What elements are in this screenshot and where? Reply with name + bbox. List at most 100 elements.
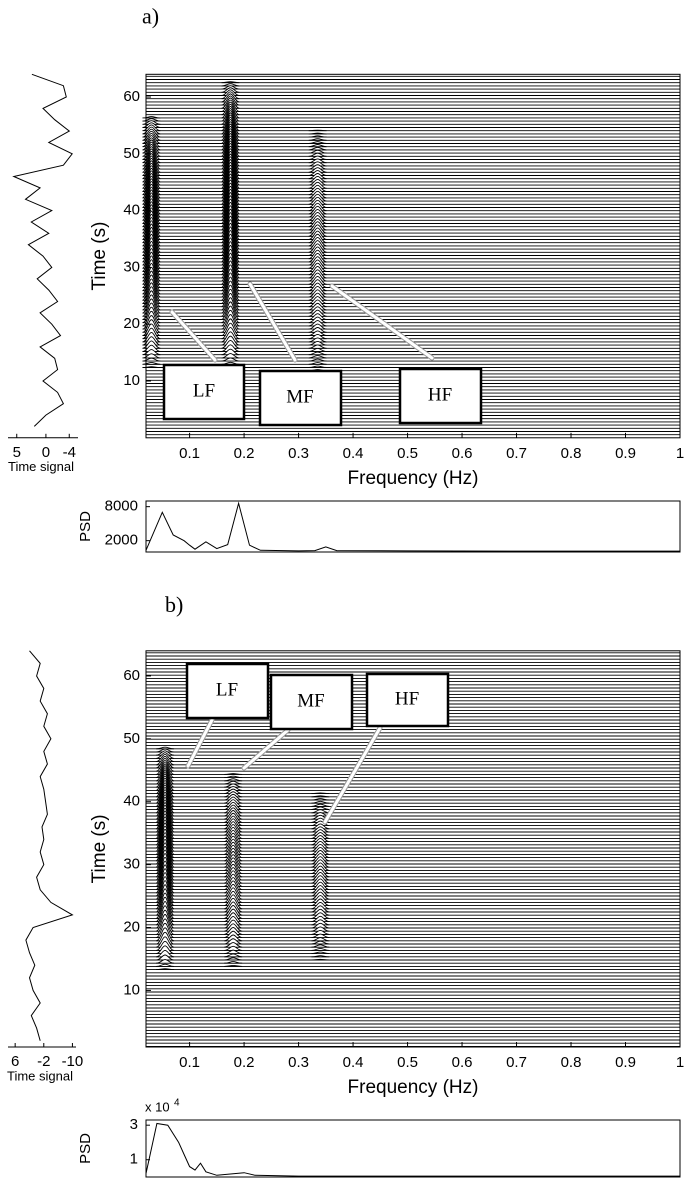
y-tick-label: 40 (123, 793, 140, 810)
spectral-peak (224, 953, 243, 958)
x-tick-label: 0.1 (179, 1054, 200, 1071)
spectral-peak (156, 746, 175, 750)
y-tick-label: 3 (130, 1116, 138, 1133)
spectral-peak (311, 947, 330, 951)
spectral-peak (224, 942, 243, 948)
axis-multiplier: x 10 (145, 1099, 170, 1114)
spectral-peak (308, 155, 327, 160)
y-tick-label: 20 (123, 918, 140, 935)
x-tick-label: 5 (13, 444, 21, 461)
spectral-peak (224, 964, 243, 967)
y-tick-label: 60 (123, 88, 140, 105)
spectral-peak (221, 357, 240, 362)
spectral-peak (311, 955, 330, 958)
spectral-peak (224, 930, 243, 939)
spectral-peak (311, 930, 330, 935)
annotation-label: MF (297, 690, 324, 711)
y-tick-label: 30 (123, 856, 140, 873)
spectral-peak (308, 152, 327, 157)
spectral-peak (308, 129, 327, 132)
spectral-peak (308, 344, 327, 349)
spectral-peak (156, 968, 175, 971)
spectral-peak (308, 135, 327, 138)
spectral-peak (308, 320, 327, 327)
spectral-peak (156, 963, 175, 967)
signal-line (25, 650, 74, 1041)
y-tick-label: 50 (123, 145, 140, 162)
spectral-peak (224, 778, 243, 782)
waterfall (146, 652, 680, 1047)
spectral-peak (308, 158, 327, 164)
spectral-peak (224, 961, 243, 964)
spectral-peak (311, 809, 330, 814)
spectral-peak (142, 361, 161, 365)
y-tick-label: 8000 (105, 498, 138, 515)
x-tick-label: 0.4 (343, 1054, 364, 1071)
spectral-peak (155, 945, 175, 955)
psd-line (145, 1122, 680, 1177)
x-tick-label: 6 (11, 1053, 19, 1070)
spectral-peak (308, 327, 327, 333)
x-tick-label: 0.2 (234, 1054, 255, 1071)
spectral-peak (311, 958, 330, 961)
spectral-peak (224, 786, 243, 791)
plot-frame (145, 1119, 681, 1178)
spectral-peak (308, 149, 327, 154)
spectral-peak (311, 915, 330, 923)
spectral-peak (311, 792, 330, 795)
x-tick-label: 0.9 (615, 1054, 636, 1071)
spectral-peak (308, 348, 327, 352)
y-tick-label: 10 (123, 981, 140, 998)
spectral-peak (308, 144, 327, 148)
x-tick-label: 0.3 (288, 445, 309, 462)
annotations: LF MF HF LF MF HF (162, 281, 483, 825)
spectral-peak (308, 146, 327, 151)
spectral-peak (308, 334, 327, 340)
plot-frame (145, 500, 681, 553)
panel-title: a) (142, 3, 159, 28)
spectral-peak (308, 355, 327, 359)
y-tick-label: 40 (123, 202, 140, 219)
y-tick-label: 1 (130, 1151, 138, 1168)
spectral-peak (311, 912, 330, 919)
psd-line (145, 501, 680, 552)
annotation-label: HF (395, 688, 419, 709)
x-tick-label: 0.2 (234, 445, 255, 462)
y-axis-label: Time (s) (89, 814, 110, 883)
signal-line (12, 73, 73, 427)
x-tick-label: 0.4 (343, 445, 364, 462)
x-axis-label: Time signal (7, 1068, 73, 1083)
spectral-peak (224, 934, 243, 942)
x-tick-label: 0.5 (397, 445, 418, 462)
spectral-peak (224, 957, 243, 961)
x-tick-label: -4 (63, 444, 76, 461)
spectral-peak (308, 161, 327, 167)
spectral-peak (221, 344, 240, 352)
spectral-peak (308, 365, 327, 368)
spectral-peak (156, 959, 175, 964)
spectral-peak (311, 937, 330, 942)
spectral-peak (311, 798, 330, 801)
spectral-peak (224, 780, 243, 785)
spectral-peak (142, 366, 161, 368)
x-tick-label: 0.3 (288, 1054, 309, 1071)
spectral-peak (221, 83, 240, 87)
x-tick-label: -10 (62, 1053, 84, 1070)
y-axis-label: PSD (77, 1133, 94, 1164)
spectral-peak (311, 919, 330, 926)
spectral-peak (311, 944, 330, 948)
x-tick-label: 0.6 (452, 1054, 473, 1071)
spectral-peak (221, 81, 240, 84)
spectral-peak (308, 337, 327, 343)
spectral-peak (308, 362, 327, 365)
spectral-peak (224, 949, 243, 955)
spectral-peak (308, 316, 327, 324)
spectral-peak (308, 341, 327, 346)
spectral-peak (311, 795, 330, 798)
spectral-peak (142, 116, 161, 119)
spectral-peak (224, 773, 243, 775)
x-tick-label: 0.5 (397, 1054, 418, 1071)
x-tick-label: 0.7 (506, 1054, 527, 1071)
x-tick-label: 0.6 (452, 445, 473, 462)
